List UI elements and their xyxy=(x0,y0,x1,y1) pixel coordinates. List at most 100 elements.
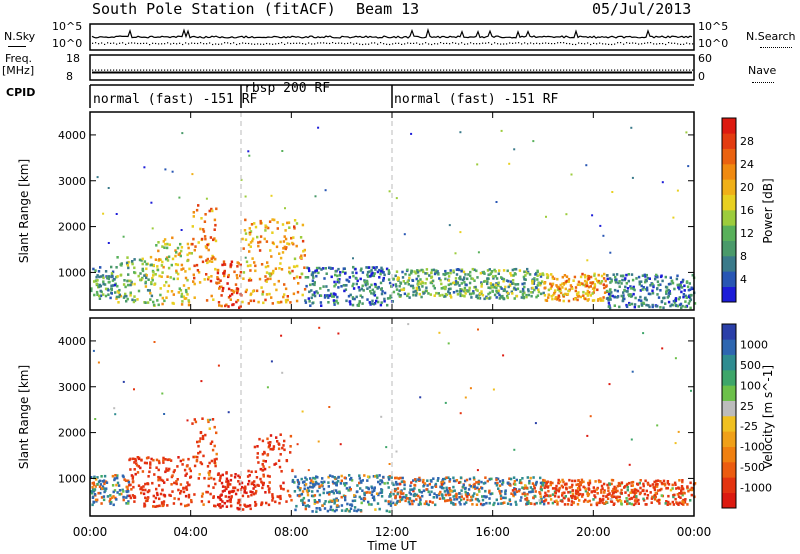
velocity-echo-cell xyxy=(375,474,379,477)
velocity-scatter-cell xyxy=(318,326,321,329)
power-echo-cell xyxy=(197,271,201,274)
power-echo-cell xyxy=(622,291,625,294)
velocity-echo-cell xyxy=(530,502,533,505)
nave-dot xyxy=(212,69,214,71)
power-echo-cell xyxy=(187,299,190,302)
power-echo-cell xyxy=(201,260,205,264)
velocity-echo-cell xyxy=(176,478,179,481)
velocity-echo-cell xyxy=(417,503,420,506)
power-echo-cell xyxy=(625,273,628,277)
velocity-echo-cell xyxy=(419,502,422,506)
nave-tick-bottom: 0 xyxy=(698,70,705,83)
power-echo-cell xyxy=(186,253,189,257)
velocity-echo-cell xyxy=(326,509,330,513)
power-echo-cell xyxy=(656,293,659,296)
velocity-echo-cell xyxy=(619,499,623,503)
nsearch-dot xyxy=(206,43,208,45)
velocity-echo-cell xyxy=(663,482,666,486)
x-tick-label: 08:00 xyxy=(274,525,309,539)
nave-dot xyxy=(530,69,532,71)
velocity-echo-cell xyxy=(418,496,422,499)
power-echo-cell xyxy=(378,276,381,279)
power-echo-cell xyxy=(591,292,594,295)
velocity-echo-cell xyxy=(557,489,560,493)
power-echo-cell xyxy=(394,274,397,278)
power-echo-cell xyxy=(584,284,587,288)
velocity-echo-cell xyxy=(271,495,274,498)
velocity-echo-cell xyxy=(666,481,669,485)
velocity-echo-cell xyxy=(320,484,323,487)
power-echo-cell xyxy=(439,278,442,282)
power-echo-cell xyxy=(366,282,369,286)
power-echo-cell xyxy=(282,295,285,299)
nsearch-dot xyxy=(200,42,202,44)
power-echo-cell xyxy=(581,272,584,276)
power-echo-cell xyxy=(344,288,348,291)
velocity-echo-cell xyxy=(162,459,165,462)
velocity-echo-cell xyxy=(345,487,349,490)
nsearch-dot xyxy=(383,43,385,45)
power-echo-cell xyxy=(264,265,268,269)
power-scatter-cell xyxy=(448,224,451,227)
power-echo-cell xyxy=(535,295,538,299)
velocity-echo-cell xyxy=(131,475,135,478)
velocity-echo-cell xyxy=(343,496,347,499)
power-echo-cell xyxy=(226,282,229,285)
velocity-echo-cell xyxy=(401,476,404,480)
power-echo-cell xyxy=(152,300,155,304)
velocity-echo-cell xyxy=(184,474,187,477)
power-echo-cell xyxy=(514,267,518,271)
power-scatter-cell xyxy=(459,231,462,234)
power-echo-cell xyxy=(223,274,226,278)
velocity-echo-cell xyxy=(658,502,661,505)
velocity-scatter-cell xyxy=(94,418,97,420)
nave-dot xyxy=(203,69,205,71)
power-echo-cell xyxy=(242,277,245,280)
power-echo-cell xyxy=(421,268,424,272)
velocity-echo-cell xyxy=(318,507,321,510)
nave-dot xyxy=(257,69,259,71)
nave-dot xyxy=(278,69,280,71)
power-echo-cell xyxy=(543,281,546,285)
velocity-echo-cell xyxy=(477,488,481,491)
power-echo-cell xyxy=(616,296,619,299)
power-echo-cell xyxy=(539,283,542,287)
power-echo-cell xyxy=(278,301,281,304)
velocity-echo-cell xyxy=(418,476,421,480)
power-colorbar-swatch xyxy=(722,194,736,211)
velocity-echo-cell xyxy=(114,474,117,477)
power-echo-cell xyxy=(444,287,447,291)
velocity-echo-cell xyxy=(494,481,497,485)
nave-dot xyxy=(485,69,487,71)
power-echo-cell xyxy=(324,267,327,270)
nave-dot xyxy=(692,69,694,71)
velocity-echo-cell xyxy=(642,484,645,488)
nave-dot xyxy=(107,69,109,71)
power-echo-cell xyxy=(587,277,591,280)
velocity-echo-cell xyxy=(481,503,484,507)
velocity-echo-cell xyxy=(349,503,352,507)
velocity-echo-cell xyxy=(674,483,677,486)
nave-dot xyxy=(680,69,682,71)
power-echo-cell xyxy=(223,263,227,266)
power-echo-cell xyxy=(366,298,369,301)
velocity-echo-cell xyxy=(155,487,158,491)
nsearch-dot xyxy=(161,43,163,45)
power-echo-cell xyxy=(480,292,483,296)
power-echo-cell xyxy=(400,288,403,292)
velocity-echo-cell xyxy=(482,482,486,485)
velocity-echo-cell xyxy=(495,477,498,480)
velocity-echo-cell xyxy=(93,493,97,496)
power-echo-cell xyxy=(153,283,156,286)
nsearch-dot xyxy=(98,43,100,45)
power-echo-cell xyxy=(666,296,669,299)
velocity-echo-cell xyxy=(279,497,282,501)
velocity-echo-cell xyxy=(398,500,401,503)
velocity-echo-cell xyxy=(333,476,336,479)
velocity-echo-cell xyxy=(418,488,421,492)
velocity-echo-cell xyxy=(196,440,199,444)
power-echo-cell xyxy=(535,286,538,290)
velocity-echo-cell xyxy=(655,479,658,483)
power-echo-cell xyxy=(239,305,242,308)
nsearch-dot xyxy=(677,43,679,45)
